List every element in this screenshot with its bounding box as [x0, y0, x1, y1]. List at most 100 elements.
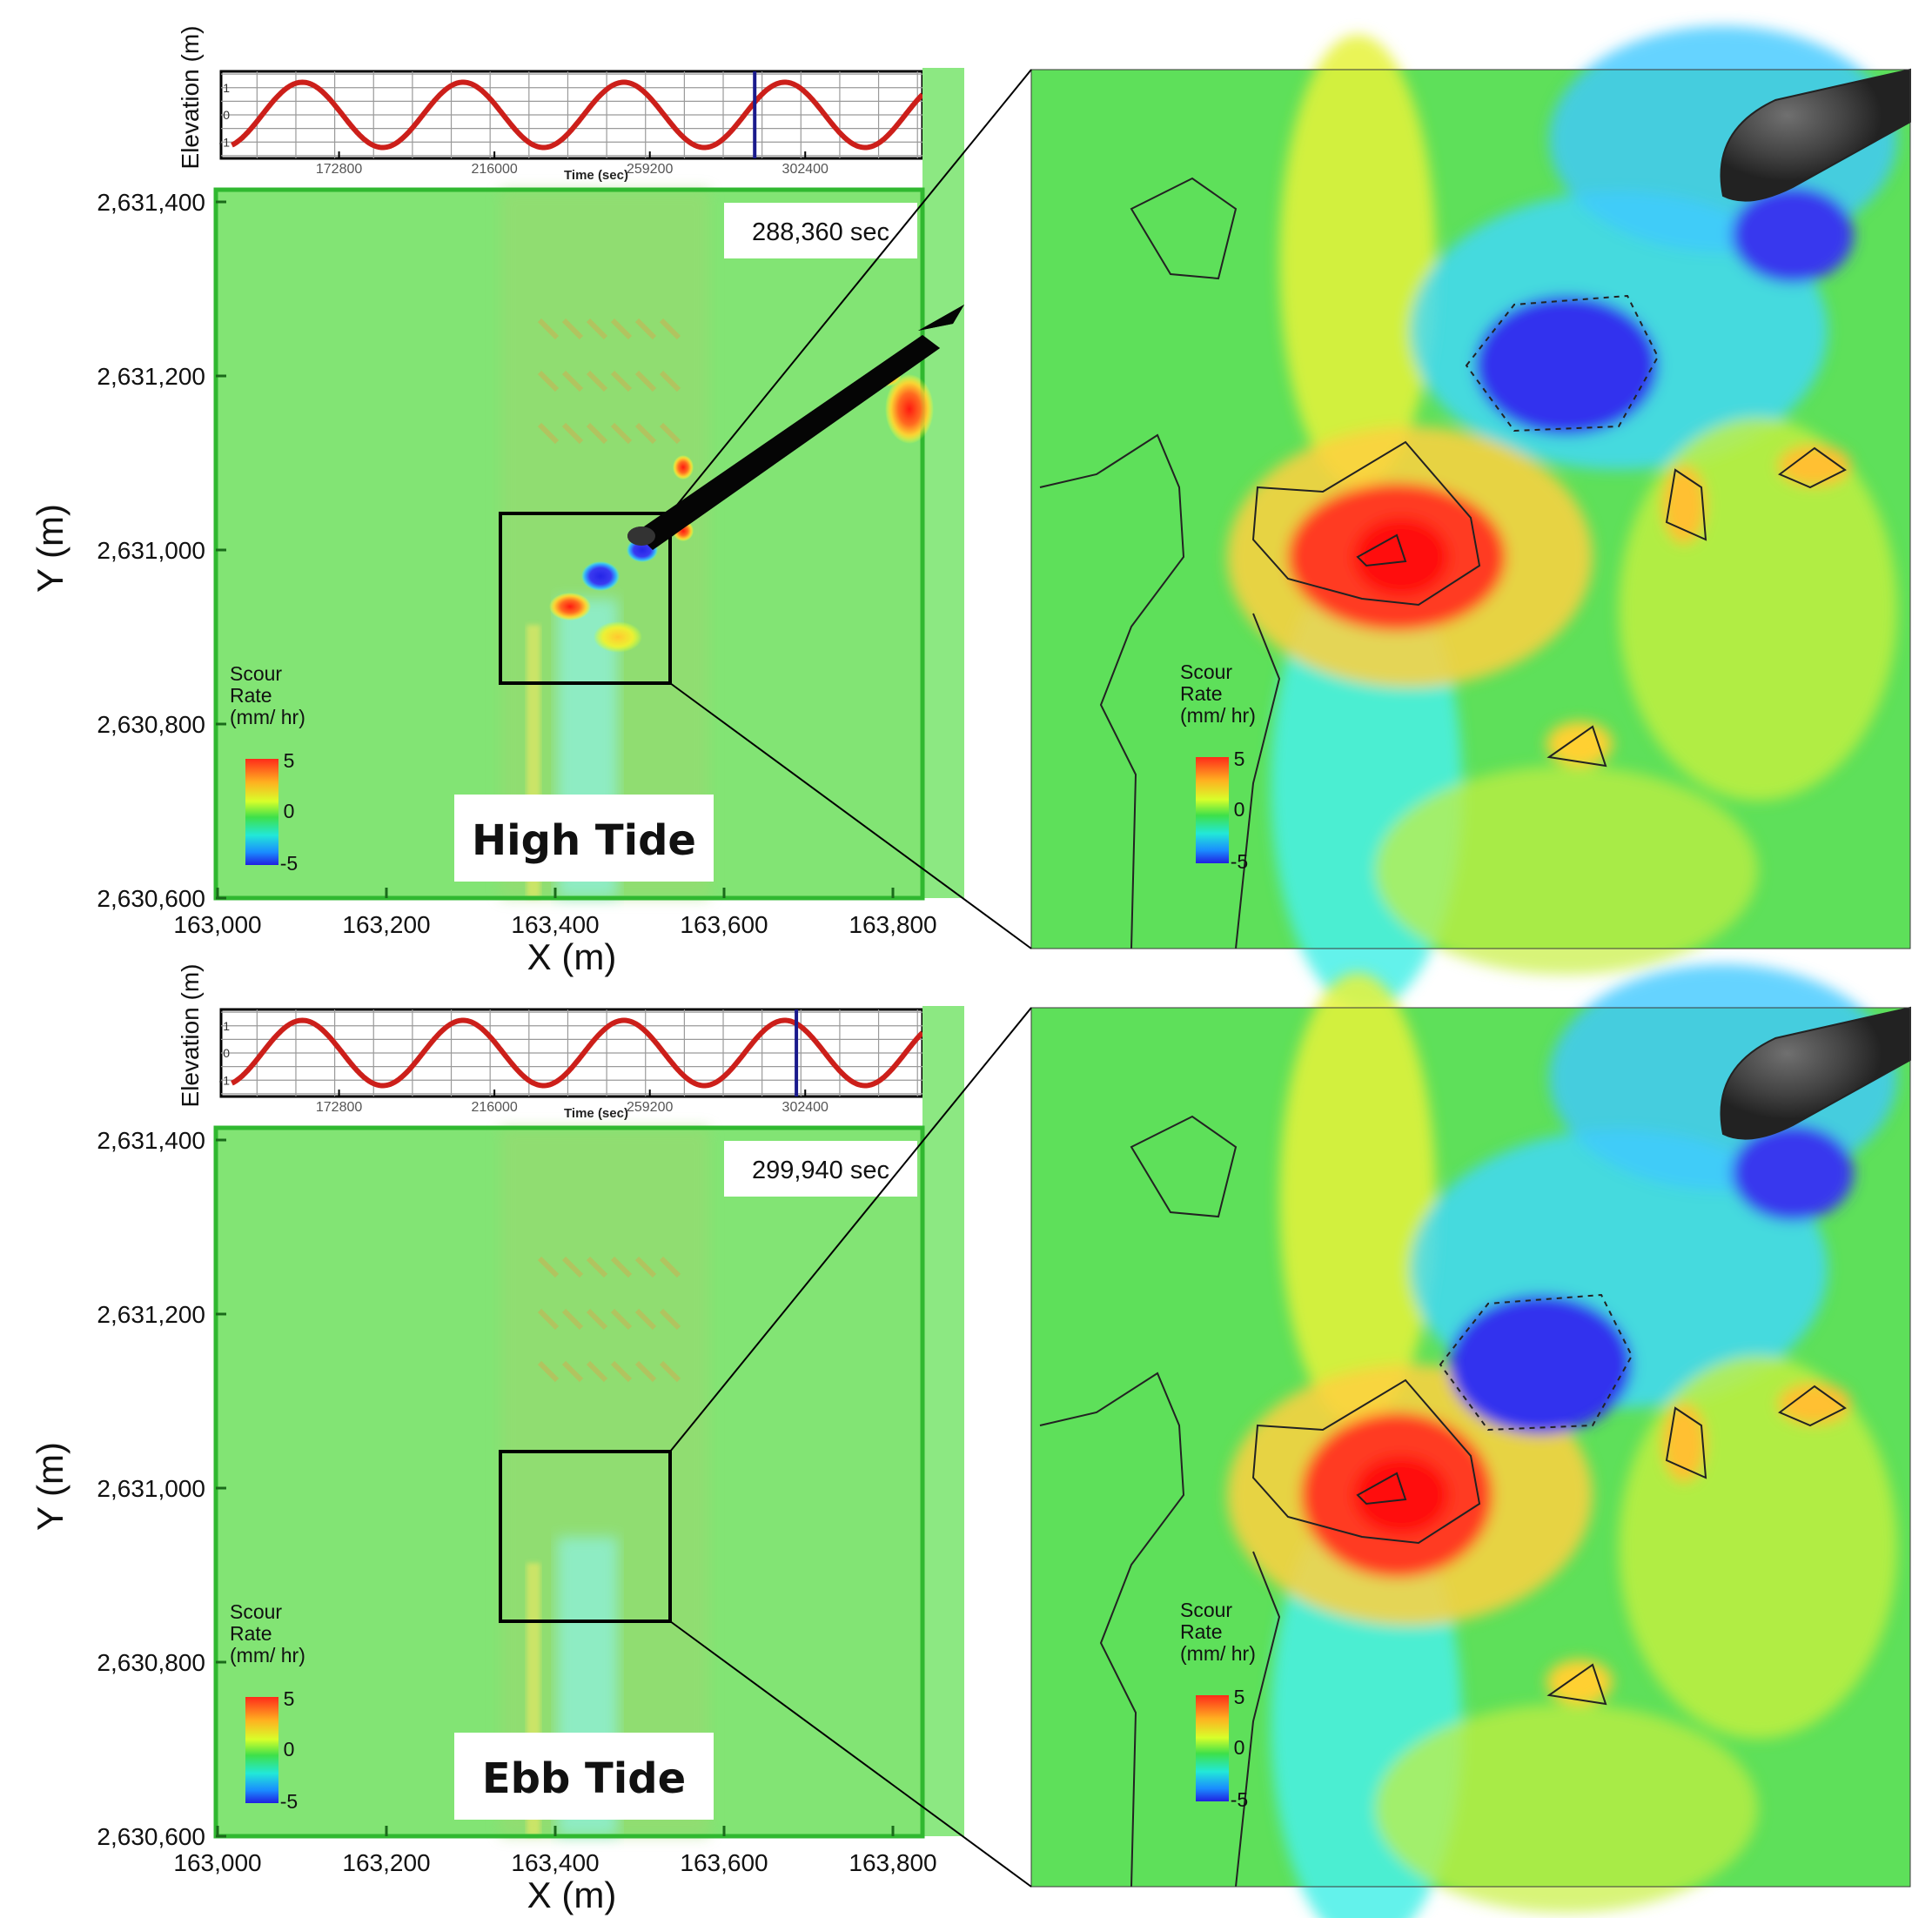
tide-chart: 172800 216000 259200 302400 1 0 -1 Time (sec) El… — [177, 964, 925, 1121]
ripple-mark — [634, 370, 657, 392]
tide-label-box — [454, 795, 714, 882]
contour-line — [1356, 533, 1407, 567]
moderate-spot — [1546, 721, 1613, 767]
colorbar — [245, 759, 278, 865]
contour-line — [1235, 613, 1281, 949]
moderate-spot — [1546, 1660, 1613, 1705]
tide-label: Ebb Tide — [482, 1754, 686, 1803]
map-frame — [213, 187, 925, 901]
tide-y-axis-label: Elevation (m) — [177, 964, 204, 1108]
contours — [1039, 177, 1847, 949]
scour-high-spot — [673, 455, 694, 480]
zoom-frame — [1030, 1007, 1911, 1888]
pier-icon — [1720, 68, 1911, 202]
colorbar — [245, 1697, 278, 1803]
map-extension — [922, 1006, 964, 1836]
zoom-field — [1227, 964, 1897, 1918]
map-x-tick-label: 163,200 — [342, 911, 430, 938]
map-y-tick-label: 2,630,800 — [97, 711, 205, 738]
scour-low-spot — [1449, 1295, 1632, 1434]
tide-curve — [231, 79, 925, 151]
ripple-mark — [634, 1256, 657, 1278]
ripple-mark — [537, 1256, 560, 1278]
pier-icon — [1720, 1006, 1911, 1140]
map-y-tick-label: 2,631,400 — [97, 1127, 205, 1154]
scour-low-spot — [1475, 296, 1658, 435]
legend-tick-label: 0 — [284, 1738, 295, 1760]
map-x-axis-label: X (m) — [527, 936, 617, 977]
ripple-mark — [610, 422, 633, 445]
yellow-zone — [1619, 1356, 1897, 1739]
legend-title: Scour — [1180, 1599, 1232, 1621]
contour-line — [1251, 440, 1481, 607]
contour-line — [1356, 1472, 1407, 1506]
ripple-mark — [659, 422, 681, 445]
legend-title: Rate — [230, 1622, 272, 1645]
map-y-tick-label: 2,630,600 — [97, 885, 205, 912]
map-x-tick-label: 163,000 — [173, 1849, 261, 1876]
legend-title: (mm/ hr) — [230, 1644, 305, 1667]
ripple-mark — [586, 1360, 608, 1383]
legend-tick-label: -5 — [1231, 1788, 1248, 1811]
yellow-band — [1279, 973, 1436, 1425]
ripple-mark — [659, 370, 681, 392]
ripple-mark — [537, 1308, 560, 1331]
time-label: 299,940 sec — [752, 1157, 889, 1184]
tide-y-tick-label: -1 — [219, 135, 231, 149]
zoom-connector — [669, 1007, 1032, 1452]
legend-tick-label: 5 — [1234, 1686, 1245, 1708]
colorbar — [1196, 757, 1229, 863]
tide-x-tick-label: 172800 — [316, 1100, 362, 1115]
tide-x-tick-label: 216000 — [471, 1100, 517, 1115]
contour-line — [1778, 1385, 1847, 1427]
map-y-axis-label: Y (m) — [30, 504, 70, 593]
ripple-mark — [659, 318, 681, 340]
legend-title: Scour — [230, 662, 282, 685]
ripple-mark — [610, 370, 633, 392]
legend-title: (mm/ hr) — [230, 706, 305, 728]
ripple-mark — [561, 318, 584, 340]
legend-title: (mm/ hr) — [1180, 704, 1256, 727]
contour-line — [1439, 1293, 1633, 1432]
ripple-mark — [586, 422, 608, 445]
ripple-mark — [610, 1256, 633, 1278]
tide-y-tick-label: 0 — [223, 1046, 230, 1060]
map-y-tick-label: 2,630,600 — [97, 1823, 205, 1850]
legend-tick-label: 0 — [1234, 1736, 1245, 1759]
ripple-mark — [659, 1360, 681, 1383]
contour-line — [1465, 294, 1660, 433]
zoom-frame — [1030, 69, 1911, 949]
ripple-mark — [586, 1308, 608, 1331]
scour-high-core — [1353, 518, 1449, 596]
legend-tick-label: 0 — [1234, 798, 1245, 821]
colorbar — [1196, 1695, 1229, 1801]
tide-y-tick-label: 1 — [223, 1019, 230, 1033]
scour-low-spot — [1732, 187, 1854, 283]
map-x-tick-label: 163,800 — [849, 911, 936, 938]
contour-line — [1665, 468, 1707, 541]
legend-title: Scour — [230, 1600, 282, 1623]
contour-line — [1778, 446, 1847, 489]
zoom-box — [499, 1450, 672, 1623]
contour-line — [1039, 1371, 1185, 1888]
map-y-tick-label: 2,631,200 — [97, 363, 205, 390]
ripple-mark — [537, 370, 560, 392]
tide-x-axis-label: Time (sec) — [564, 1106, 628, 1121]
ripple-mark — [610, 1308, 633, 1331]
legend-tick-label: 5 — [284, 749, 295, 772]
scour-high-spot — [549, 593, 591, 620]
tide-chart: 172800 216000 259200 302400 1 0 -1 Time (sec) El… — [177, 26, 925, 183]
time-label: 288,360 sec — [752, 218, 889, 246]
yellow-zone — [1619, 418, 1897, 801]
map-y-tick-label: 2,631,200 — [97, 1301, 205, 1328]
ripple-mark — [561, 370, 584, 392]
ripple-mark — [561, 1256, 584, 1278]
map-y-tick-label: 2,631,400 — [97, 189, 205, 216]
contour-line — [1251, 1378, 1481, 1545]
ripple-mark — [634, 318, 657, 340]
ripple-mark — [610, 1360, 633, 1383]
